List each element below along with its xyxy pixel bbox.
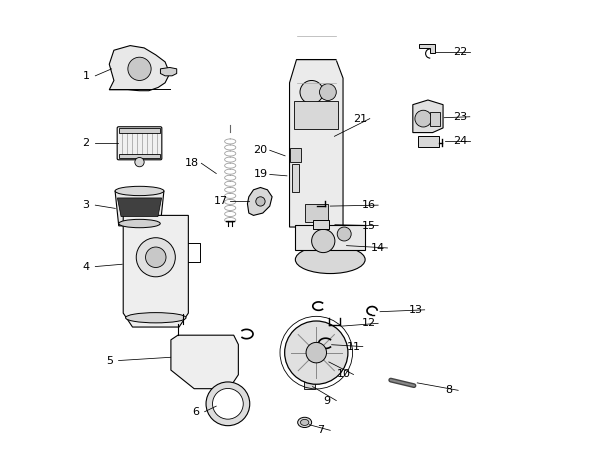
Text: 6: 6 (192, 407, 199, 417)
Polygon shape (413, 100, 443, 132)
Circle shape (300, 80, 323, 104)
Bar (292, 164, 299, 192)
Ellipse shape (298, 417, 311, 428)
Circle shape (212, 388, 243, 419)
Polygon shape (247, 188, 272, 215)
Polygon shape (109, 45, 170, 91)
Circle shape (320, 84, 336, 101)
Polygon shape (118, 198, 161, 217)
Ellipse shape (119, 219, 160, 228)
Text: 24: 24 (454, 136, 467, 146)
Text: 7: 7 (317, 425, 325, 435)
Circle shape (136, 238, 175, 277)
Text: 3: 3 (82, 200, 89, 210)
Text: 4: 4 (82, 262, 89, 271)
Bar (305, 204, 328, 222)
Text: 19: 19 (253, 169, 268, 179)
Polygon shape (171, 335, 238, 389)
Text: 9: 9 (323, 395, 331, 406)
FancyBboxPatch shape (117, 127, 162, 160)
Text: 10: 10 (337, 370, 351, 380)
Text: 8: 8 (445, 385, 452, 395)
Text: 17: 17 (214, 197, 228, 206)
Circle shape (311, 229, 335, 253)
Polygon shape (419, 44, 435, 53)
Bar (313, 220, 329, 229)
Circle shape (206, 382, 250, 426)
Text: 23: 23 (454, 112, 467, 122)
Text: 2: 2 (82, 138, 89, 148)
Ellipse shape (115, 186, 164, 196)
Bar (290, 148, 301, 162)
Bar (418, 136, 439, 146)
Bar (294, 102, 338, 129)
Text: 16: 16 (362, 200, 376, 210)
Text: 18: 18 (185, 158, 199, 168)
Circle shape (146, 247, 166, 268)
Ellipse shape (295, 246, 365, 273)
Ellipse shape (301, 419, 309, 425)
Circle shape (415, 110, 431, 127)
Bar (119, 128, 160, 133)
Bar (119, 154, 160, 158)
Circle shape (256, 197, 265, 206)
Text: 14: 14 (371, 243, 385, 253)
Bar (430, 112, 440, 125)
Text: 11: 11 (347, 342, 361, 351)
Text: 22: 22 (454, 47, 467, 57)
Text: 12: 12 (362, 318, 376, 329)
Polygon shape (123, 215, 188, 327)
Polygon shape (115, 191, 164, 226)
Polygon shape (160, 67, 177, 76)
Text: 5: 5 (106, 356, 113, 366)
Polygon shape (295, 225, 365, 250)
Circle shape (128, 57, 151, 80)
Polygon shape (304, 381, 315, 389)
Circle shape (337, 227, 351, 241)
Ellipse shape (125, 313, 186, 323)
Polygon shape (290, 59, 343, 227)
Text: 21: 21 (353, 114, 368, 124)
Circle shape (284, 321, 348, 384)
Text: 20: 20 (253, 145, 268, 155)
Text: 15: 15 (362, 220, 376, 231)
Text: 1: 1 (82, 71, 89, 81)
Circle shape (135, 157, 144, 167)
Circle shape (306, 343, 326, 363)
Text: 13: 13 (409, 305, 422, 315)
